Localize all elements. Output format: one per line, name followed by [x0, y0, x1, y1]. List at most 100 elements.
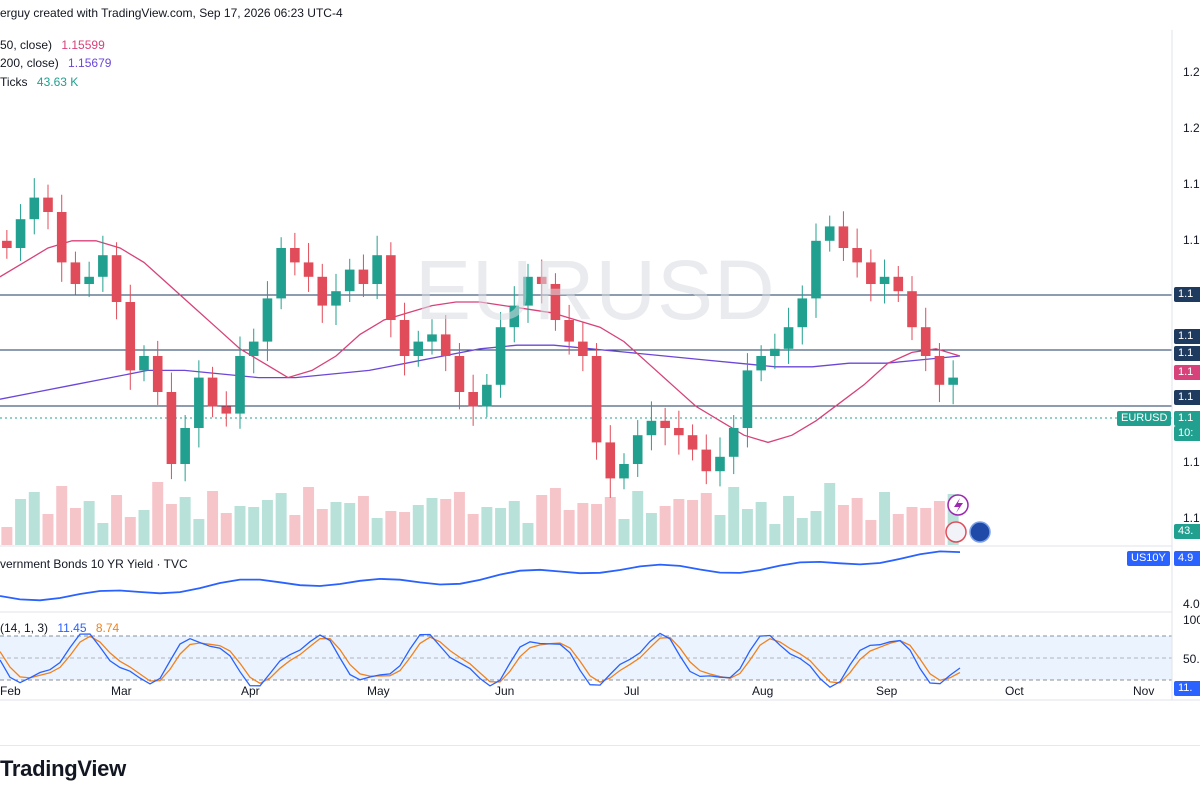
- legend-ma50-value: 1.15599: [61, 38, 105, 52]
- yield-line: [0, 550, 961, 602]
- yield-pane: [0, 550, 961, 602]
- candle-body: [98, 255, 108, 277]
- price-tick: 1.1: [1183, 177, 1200, 191]
- volume-bar: [83, 501, 95, 545]
- yield-value-tag: 4.9: [1174, 551, 1200, 566]
- volume-bar: [412, 505, 424, 545]
- volume-bar: [536, 495, 548, 545]
- candle-body: [427, 334, 437, 342]
- ma50-path: [0, 240, 961, 444]
- volume-bar: [604, 497, 616, 545]
- candle-body: [660, 420, 670, 428]
- eu-flag-icon: [969, 521, 991, 543]
- last-price-tag[interactable]: 1.1: [1174, 411, 1200, 426]
- candle-body: [591, 356, 602, 443]
- event-icons[interactable]: [945, 494, 991, 543]
- volume-bar: [892, 514, 904, 545]
- stoch-value-tag: 11.: [1174, 681, 1200, 696]
- symbol-tag[interactable]: EURUSD: [1117, 411, 1172, 426]
- stoch-title: (14, 1, 3): [0, 621, 49, 635]
- candle-body: [139, 356, 149, 371]
- volume-bar: [138, 510, 150, 545]
- candle-body: [29, 197, 40, 220]
- candle-body: [838, 226, 849, 248]
- volume-bar: [165, 504, 177, 545]
- candle-body: [619, 464, 629, 479]
- volume-bar: [933, 501, 945, 545]
- price-tick: 1.1: [1183, 455, 1200, 469]
- candle-body: [221, 406, 232, 414]
- volume-bar: [645, 513, 657, 545]
- volume-bar: [865, 520, 877, 545]
- stoch-legend[interactable]: (14, 1, 3) 11.45 8.74: [0, 621, 119, 635]
- volume-bar: [1, 527, 13, 545]
- volume-bar: [577, 503, 589, 545]
- yield-symbol-tag[interactable]: US10Y: [1127, 551, 1170, 566]
- volume-bar: [399, 512, 411, 545]
- volume-bar: [289, 515, 301, 545]
- stoch-k-line: [0, 632, 961, 688]
- yield-tick: 4.0: [1183, 597, 1200, 611]
- volume-bar: [906, 507, 918, 545]
- candle-body: [43, 197, 53, 212]
- volume-bar: [344, 503, 356, 545]
- candle-body: [56, 212, 67, 263]
- candle-body: [770, 348, 780, 356]
- candle-body: [578, 341, 588, 356]
- candle-body: [715, 456, 725, 472]
- volume-bar: [234, 506, 246, 545]
- stoch-tick: 100: [1183, 613, 1200, 627]
- volume-bar: [837, 505, 849, 545]
- volume-bar: [111, 495, 123, 545]
- price-tick: 1.1: [1183, 233, 1200, 247]
- level-price-tag[interactable]: 1.1: [1174, 329, 1200, 344]
- volume-bar: [632, 491, 644, 545]
- level-price-tag[interactable]: 1.1: [1174, 287, 1200, 302]
- time-tick: Oct: [1005, 684, 1024, 698]
- time-tick: Feb: [0, 684, 21, 698]
- candle-body: [276, 248, 286, 299]
- volume-bar: [152, 482, 164, 545]
- us-flag-icon: [945, 521, 967, 543]
- legend-ticks-value: 43.63 K: [36, 75, 79, 89]
- legend-ma200[interactable]: 200, close) 1.15679: [0, 56, 111, 70]
- time-tick: Aug: [752, 684, 774, 698]
- candle-body: [756, 356, 766, 371]
- volume-bar: [810, 511, 822, 545]
- level-price-tag[interactable]: 1.1: [1174, 346, 1200, 361]
- time-tick: Apr: [241, 684, 260, 698]
- level-price-tag[interactable]: 1.1: [1174, 390, 1200, 405]
- volume-bars: [1, 482, 959, 545]
- volume-bar: [673, 499, 685, 545]
- candle-body: [605, 442, 616, 479]
- volume-bar: [769, 524, 781, 545]
- candle-body: [728, 428, 739, 457]
- legend-ma50[interactable]: 50, close) 1.15599: [0, 38, 105, 52]
- volume-tag: 43.: [1174, 524, 1200, 539]
- candle-body: [386, 255, 396, 320]
- time-tick: May: [367, 684, 390, 698]
- candle-body: [536, 276, 547, 284]
- candle-body: [495, 327, 506, 385]
- stochastic-pane: [0, 632, 1172, 688]
- volume-bar: [69, 508, 81, 545]
- ma-price-tag[interactable]: 1.1: [1174, 365, 1200, 380]
- candle-body: [824, 226, 835, 241]
- volume-bar: [700, 493, 712, 545]
- volume-bar: [56, 486, 68, 545]
- volume-bar: [385, 511, 397, 545]
- volume-bar: [124, 517, 136, 545]
- volume-bar: [15, 499, 27, 545]
- volume-bar: [508, 501, 520, 545]
- candle-body: [207, 377, 218, 407]
- candle-body: [687, 435, 698, 450]
- legend-ticks[interactable]: Ticks 43.63 K: [0, 75, 78, 89]
- volume-bar: [783, 496, 795, 545]
- volume-bar: [220, 513, 232, 545]
- candle-body: [125, 302, 136, 371]
- candle-body: [866, 262, 876, 284]
- volume-bar: [728, 487, 740, 545]
- candle-body: [331, 291, 341, 306]
- candle-body: [674, 428, 684, 436]
